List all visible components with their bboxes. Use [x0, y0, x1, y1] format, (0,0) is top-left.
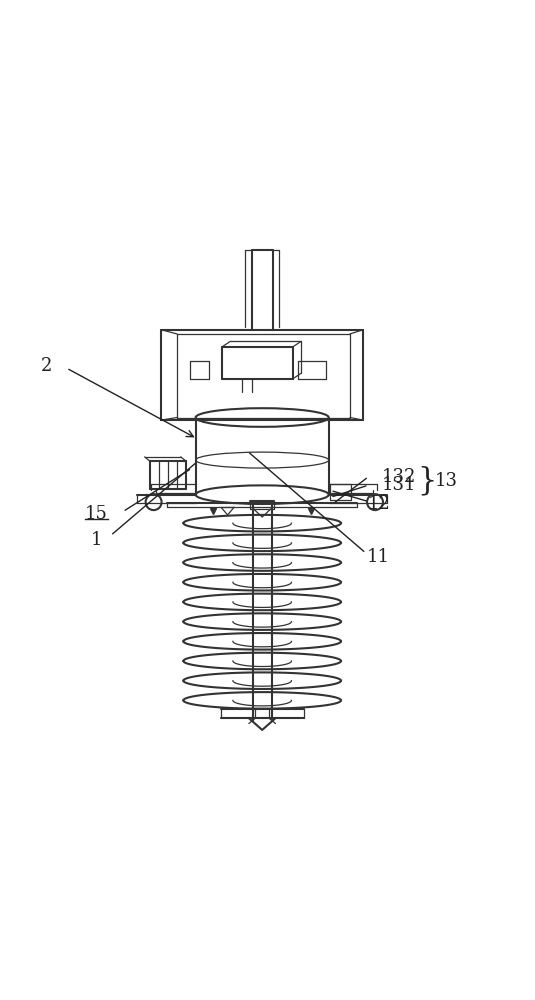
Text: 13: 13: [434, 472, 457, 490]
Text: 132: 132: [381, 468, 416, 486]
Text: 11: 11: [366, 548, 389, 566]
Text: 131: 131: [381, 476, 416, 494]
Text: 15: 15: [85, 505, 108, 523]
Text: }: }: [417, 465, 437, 496]
Text: 2: 2: [41, 357, 52, 375]
Text: 1: 1: [90, 531, 102, 549]
Text: 12: 12: [368, 495, 391, 513]
